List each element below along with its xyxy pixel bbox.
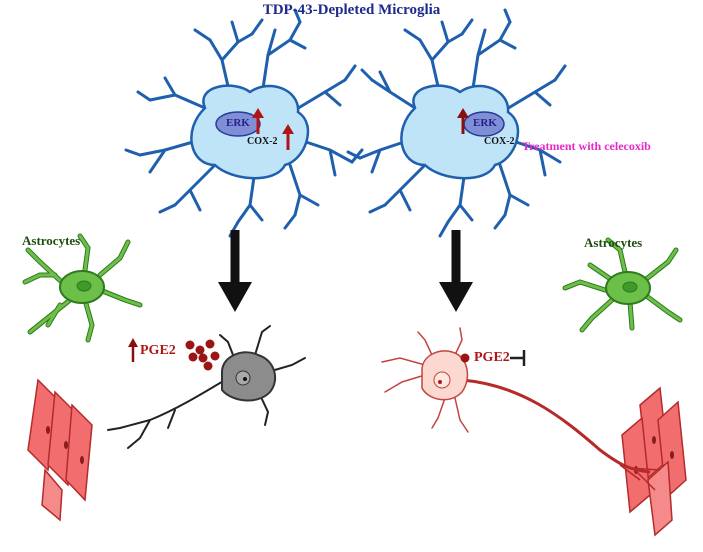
pge2-label-right: PGE2: [474, 350, 510, 365]
microglia-left: [124, 8, 364, 238]
astrocyte-left: [22, 233, 143, 343]
astrocytes-label-left: Astrocytes: [22, 233, 81, 248]
pge2-label-left: PGE2: [140, 343, 176, 358]
astrocytes-label-right: Astrocytes: [584, 235, 643, 250]
treatment-label: Treatment with celecoxib: [522, 139, 651, 153]
pge2-up-arrow: [128, 338, 138, 362]
muscle-fibers-right: [621, 386, 687, 537]
diagram-title: TDP-43-Depleted Microglia: [262, 2, 441, 18]
down-arrow-right: [439, 230, 473, 312]
erk-label-left: ERK: [226, 117, 250, 129]
pge2-molecules-left: [185, 339, 220, 371]
muscle-fibers-left: [27, 378, 93, 522]
erk-up-arrow-right: [457, 108, 469, 134]
down-arrow-left: [218, 230, 252, 312]
erk-label-right: ERK: [473, 117, 497, 129]
microglia-right: [346, 8, 567, 238]
cox2-label-left: COX-2: [247, 136, 278, 147]
inhibition-symbol: [510, 350, 526, 366]
astrocyte-right: [562, 237, 683, 333]
neuron-right: [381, 327, 661, 491]
neuron-left: [107, 325, 306, 449]
pge2-molecule-right: [460, 353, 470, 363]
erk-up-arrow-left: [252, 108, 264, 134]
cox2-label-right: COX-2: [484, 136, 515, 147]
cox-up-arrow-left: [282, 124, 294, 150]
